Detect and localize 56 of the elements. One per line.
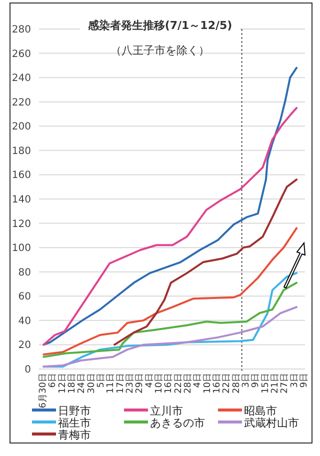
x-tick-label: 22日 — [222, 373, 232, 394]
y-tick-label: 200 — [12, 122, 31, 133]
x-tick-label: 9日 — [251, 373, 262, 388]
x-tick-label: 4日 — [144, 373, 155, 388]
x-tick-label: 30日 — [86, 373, 97, 394]
y-tick-label: 220 — [12, 97, 31, 108]
line-series — [114, 178, 298, 346]
chart-title: 感染者発生推移(7/1～12/5) — [86, 19, 232, 32]
legend-label: 青梅市 — [58, 428, 91, 442]
y-tick-label: 40 — [18, 316, 31, 327]
x-tick-label: 23日 — [126, 373, 136, 394]
x-tick-label: 10日 — [202, 373, 213, 394]
x-tick-label: 29日 — [135, 373, 146, 394]
y-tick-label: 280 — [12, 24, 31, 36]
x-tick-label: 6月30日 — [38, 373, 48, 408]
text: （八王子市を除く） — [110, 44, 210, 57]
y-tick-label: 0 — [24, 364, 31, 376]
x-tick-label: 24日 — [77, 373, 88, 394]
x-tick-label: 9日 — [300, 373, 310, 388]
x-tick-label: 21日 — [270, 373, 280, 394]
x-tick-label: 12日 — [58, 373, 68, 394]
legend-label: あきるの市 — [150, 416, 205, 430]
line-series — [42, 227, 298, 356]
y-tick-label: 120 — [12, 218, 31, 230]
y-tick-label: 180 — [12, 146, 31, 157]
x-tick-label: 3日 — [242, 373, 252, 388]
x-tick-label: 22日 — [174, 373, 184, 394]
x-tick-label: 17日 — [116, 373, 126, 394]
x-tick-label: 18日 — [68, 373, 78, 394]
line-series — [42, 282, 298, 358]
x-tick-label: 16日 — [164, 373, 174, 394]
x-tick-label: 11日 — [106, 373, 116, 394]
x-tick-label: 6日 — [48, 373, 58, 388]
x-tick-label: 15日 — [260, 373, 271, 394]
legend-label: 福生市 — [58, 416, 91, 430]
x-tick-label: 27日 — [280, 373, 290, 394]
x-tick-label: 28日 — [232, 373, 242, 394]
x-tick-label: 3日 — [290, 373, 300, 388]
legend-label: 昭島市 — [244, 404, 277, 418]
y-tick-label: 80 — [18, 267, 31, 278]
x-tick-label: 28日 — [184, 373, 194, 394]
x-tick-label: 16日 — [212, 373, 222, 394]
legend-label: 日野市 — [58, 404, 91, 418]
y-tick-label: 100 — [12, 243, 31, 254]
y-tick-label: 60 — [18, 292, 31, 303]
y-tick-label: 160 — [12, 170, 31, 182]
x-tick-label: 4日 — [193, 373, 204, 388]
y-tick-label: 20 — [18, 340, 31, 352]
legend-label: 武蔵村山市 — [244, 416, 299, 430]
y-tick-label: 240 — [12, 73, 31, 84]
y-tick-label: 260 — [12, 48, 31, 60]
x-tick-label: 5日 — [96, 373, 106, 388]
x-tick-label: 10日 — [154, 373, 164, 394]
legend-label: 立川市 — [150, 404, 183, 418]
line-series — [42, 306, 298, 368]
y-tick-label: 140 — [12, 194, 31, 206]
